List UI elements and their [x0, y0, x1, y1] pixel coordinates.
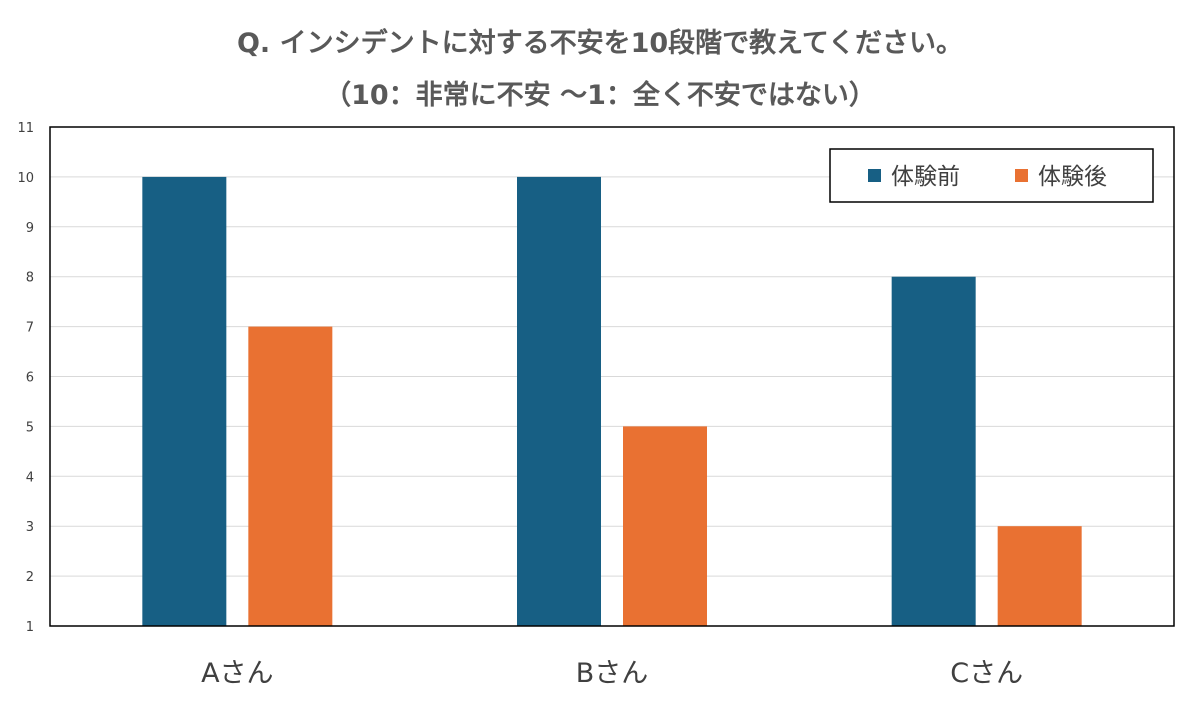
chart-title: Q. インシデントに対する不安を10段階で教えてください。 — [236, 28, 964, 59]
y-axis-ticks: 1 2 3 4 5 6 7 8 9 10 11 — [17, 121, 34, 635]
x-category-label: Bさん — [576, 658, 649, 689]
y-tick-label: 3 — [26, 520, 34, 535]
y-tick-label: 7 — [26, 321, 34, 336]
chart-title-block: Q. インシデントに対する不安を10段階で教えてください。 （10：非常に不安 … — [0, 18, 1200, 122]
bar-before — [891, 276, 976, 626]
y-tick-label: 8 — [26, 271, 34, 286]
y-tick-label: 4 — [26, 470, 34, 485]
chart-subtitle: （10：非常に不安 ～1：全く不安ではない） — [324, 80, 876, 111]
y-tick-label: 5 — [26, 420, 34, 435]
bar-after — [997, 526, 1082, 626]
x-category-label: Cさん — [950, 658, 1023, 689]
legend-label-after: 体験後 — [1038, 164, 1107, 190]
legend-swatch-before — [868, 169, 881, 182]
plot-area-frame — [49, 126, 1175, 627]
bar-before — [142, 176, 227, 626]
y-tick-label: 6 — [26, 371, 34, 386]
legend: 体験前 体験後 — [829, 148, 1154, 203]
legend-label-before: 体験前 — [891, 164, 960, 190]
x-axis-categories: Aさん Bさん Cさん — [201, 658, 1023, 689]
legend-frame — [829, 148, 1154, 203]
bar-after — [623, 426, 707, 626]
y-tick-label: 11 — [17, 121, 34, 136]
y-tick-label: 1 — [26, 620, 34, 635]
y-tick-label: 2 — [26, 570, 34, 585]
y-tick-label: 9 — [26, 221, 34, 236]
grid-lines — [50, 176, 1174, 577]
bar-after — [248, 326, 333, 626]
x-category-label: Aさん — [201, 658, 273, 689]
bars — [142, 176, 1082, 626]
y-tick-label: 10 — [17, 171, 34, 186]
legend-swatch-after — [1015, 169, 1028, 182]
bar-before — [517, 176, 601, 626]
